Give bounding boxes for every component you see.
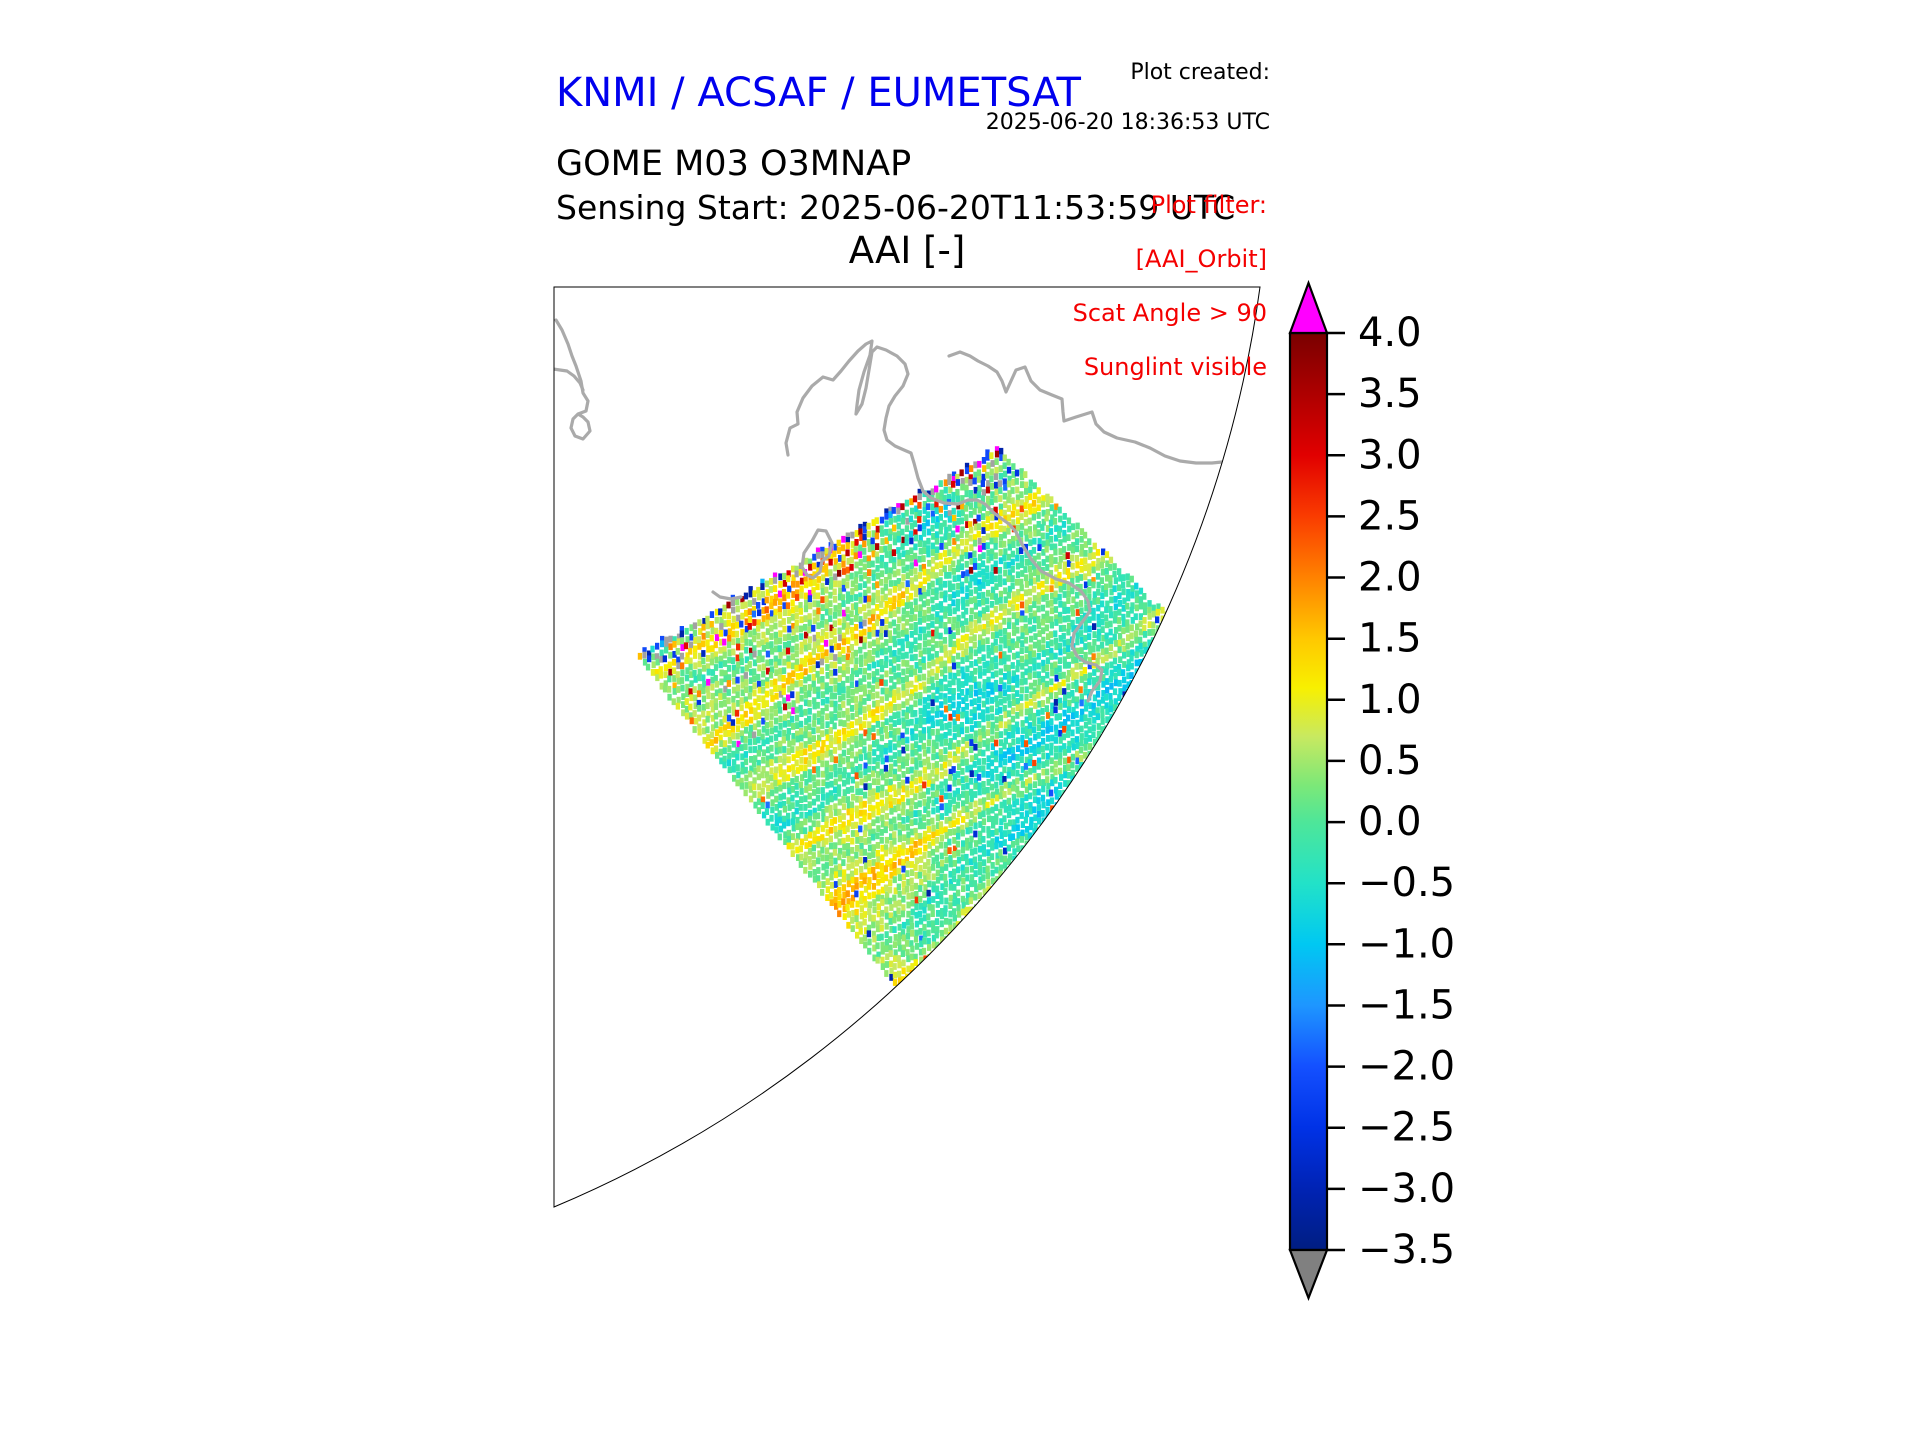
colorbar-tick-label: −2.5 xyxy=(1358,1105,1455,1151)
colorbar-under-arrow xyxy=(1288,1248,1329,1302)
coastline-small-shore xyxy=(711,590,743,601)
coastline-left-inlet-a xyxy=(554,318,592,441)
colorbar-tick-label: 1.0 xyxy=(1358,677,1422,723)
colorbar-tick-label: 3.0 xyxy=(1358,432,1422,478)
plot-created-timestamp: 2025-06-20 18:36:53 UTC xyxy=(985,110,1270,135)
colorbar-tick-label: −2.0 xyxy=(1358,1044,1455,1090)
coastline-left-inlet-b xyxy=(554,367,585,392)
colorbar-tick-label: 0.0 xyxy=(1358,799,1422,845)
colorbar-tick-label: 2.5 xyxy=(1358,493,1422,539)
coastline-east-coast xyxy=(947,350,1224,465)
map-title: AAI [-] xyxy=(848,229,966,272)
page-title: KNMI / ACSAF / EUMETSAT xyxy=(556,70,1081,116)
colorbar-tick-label: −0.5 xyxy=(1358,860,1455,906)
plot-filter-sunglint: Sunglint visible xyxy=(1083,353,1267,381)
plot-filter-label: Plot filter: xyxy=(1150,191,1267,219)
plot-created-label: Plot created: xyxy=(1130,60,1270,85)
colorbar-tick-label: 0.5 xyxy=(1358,738,1422,784)
colorbar-tick-label: −1.5 xyxy=(1358,983,1455,1029)
plot-created-block: Plot created: 2025-06-20 18:36:53 UTC xyxy=(958,60,1270,135)
colorbar-tick-label: −3.5 xyxy=(1358,1227,1455,1273)
plot-filter-orbit: [AAI_Orbit] xyxy=(1135,245,1267,273)
coastlines xyxy=(554,318,1224,703)
colorbar-tick-label: −1.0 xyxy=(1358,921,1455,967)
plot-filter-block: Plot filter: [AAI_Orbit] Scat Angle > 90… xyxy=(1042,165,1267,408)
colorbar-tick-label: 3.5 xyxy=(1358,371,1422,417)
colorbar-tick-label: −3.0 xyxy=(1358,1166,1455,1212)
sensing-start: Sensing Start: 2025-06-20T11:53:59 UTC xyxy=(556,188,1236,227)
map-frame xyxy=(553,286,1261,1208)
coastline-island xyxy=(800,528,834,580)
colorbar-over-arrow xyxy=(1288,279,1329,335)
colorbar-tick-label: 2.0 xyxy=(1358,555,1422,601)
colorbar: 4.0 3.5 3.0 2.5 2.0 1.5 1.0 0.5 0.0 −0.5 −1.0 −1.5 −… xyxy=(1288,279,1455,1302)
coastline-arctic-peninsula xyxy=(784,339,1104,703)
plot-filter-scat-angle: Scat Angle > 90 xyxy=(1072,299,1267,327)
colorbar-tick-label: 4.0 xyxy=(1358,310,1422,356)
product-name: GOME M03 O3MNAP xyxy=(556,144,912,184)
colorbar-tick-label: 1.5 xyxy=(1358,616,1422,662)
colorbar-gradient xyxy=(1288,331,1329,1252)
